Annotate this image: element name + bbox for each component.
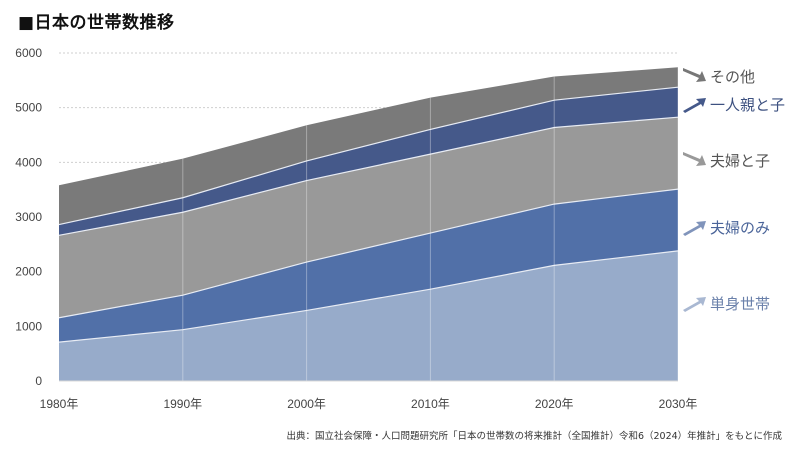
area-夫婦のみ bbox=[59, 189, 678, 343]
vertical-grid-lines bbox=[59, 67, 679, 382]
arrow-icon bbox=[683, 68, 706, 82]
legend-label: 一人親と子 bbox=[710, 96, 785, 114]
legend-item: 単身世帯 bbox=[683, 295, 770, 313]
area-一人親と子 bbox=[59, 87, 678, 236]
y-tick-label: 4000 bbox=[15, 155, 42, 169]
area-その他 bbox=[59, 67, 678, 225]
arrow-icon bbox=[683, 98, 706, 113]
x-tick-label: 2010年 bbox=[411, 397, 450, 411]
area-単身世帯 bbox=[59, 250, 678, 381]
y-axis: 0 1000 2000 3000 4000 5000 6000 bbox=[15, 46, 42, 388]
y-tick-label: 0 bbox=[35, 374, 42, 388]
legend-item: その他 bbox=[683, 68, 755, 86]
legend-label: その他 bbox=[710, 68, 755, 86]
series-boundary-line bbox=[58, 86, 679, 226]
y-tick-label: 6000 bbox=[15, 46, 42, 60]
area-series bbox=[58, 67, 679, 381]
legend-label: 夫婦のみ bbox=[710, 219, 770, 237]
arrow-icon bbox=[683, 152, 706, 166]
y-tick-label: 3000 bbox=[15, 210, 42, 224]
y-tick-label: 2000 bbox=[15, 265, 42, 279]
x-tick-label: 2000年 bbox=[287, 397, 326, 411]
series-boundary-line bbox=[58, 250, 679, 343]
series-boundary-line bbox=[58, 188, 679, 319]
legend-item: 一人親と子 bbox=[683, 96, 785, 114]
x-tick-label: 1990年 bbox=[163, 397, 202, 411]
area-夫婦と子 bbox=[59, 117, 678, 318]
x-tick-label: 2030年 bbox=[659, 397, 698, 411]
series-boundary-line bbox=[58, 116, 679, 236]
y-tick-label: 5000 bbox=[15, 101, 42, 115]
arrow-icon bbox=[683, 221, 706, 236]
legend-label: 夫婦と子 bbox=[710, 152, 770, 170]
legend-item: 夫婦のみ bbox=[683, 219, 770, 237]
x-tick-label: 2020年 bbox=[535, 397, 574, 411]
y-tick-label: 1000 bbox=[15, 319, 42, 333]
x-axis: 1980年 1990年 2000年 2010年 2020年 2030年 bbox=[40, 397, 698, 411]
source-note: 出典：国立社会保障・人口問題研究所「日本の世帯数の将来推計（全国推計）令和6（2… bbox=[286, 431, 782, 442]
x-tick-label: 1980年 bbox=[40, 397, 79, 411]
chart-title: ■日本の世帯数推移 bbox=[18, 13, 175, 33]
arrow-icon bbox=[683, 297, 706, 312]
legend-item: 夫婦と子 bbox=[683, 152, 770, 170]
legend-label: 単身世帯 bbox=[710, 295, 770, 313]
